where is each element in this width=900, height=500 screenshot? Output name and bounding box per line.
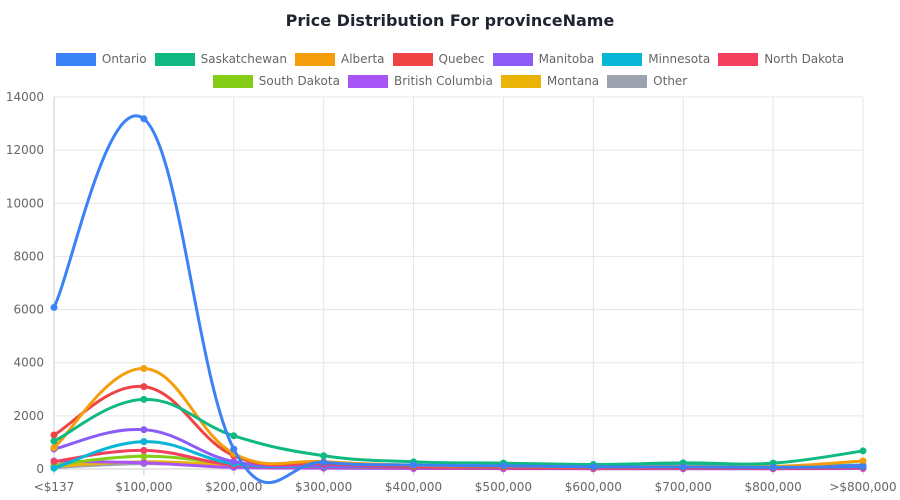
legend-item[interactable]: British Columbia (347, 72, 493, 90)
x-tick-label: $800,000 (744, 480, 801, 494)
data-point (140, 446, 148, 454)
data-point (140, 395, 148, 403)
series-line (52, 367, 864, 469)
legend-swatch (212, 74, 253, 88)
legend-item[interactable]: Minnesota (602, 50, 710, 68)
legend-swatch (347, 74, 388, 88)
legend-item[interactable]: South Dakota (212, 72, 340, 90)
legend-swatch (718, 52, 759, 66)
legend: South Dakota British Columbia Montana Other (0, 72, 900, 90)
data-point (140, 115, 148, 123)
x-tick-label: $600,000 (565, 480, 622, 494)
data-point (859, 463, 867, 471)
legend-swatch (392, 52, 433, 66)
data-point (140, 459, 148, 467)
legend-swatch (602, 52, 643, 66)
legend-label: Montana (546, 74, 600, 88)
data-point (320, 452, 328, 460)
y-tick-label: 2000 (13, 409, 44, 423)
data-point (679, 463, 687, 471)
x-tick-label: $300,000 (295, 480, 352, 494)
y-tick-label: 0 (36, 462, 44, 476)
legend-label: Saskatchewan (200, 52, 287, 66)
data-point (50, 444, 58, 452)
data-point (230, 445, 238, 453)
x-tick-label: <$137 (34, 480, 75, 494)
legend-item[interactable]: Other (607, 72, 687, 90)
x-tick-label: $700,000 (655, 480, 712, 494)
legend-swatch (500, 74, 541, 88)
data-point (140, 438, 148, 446)
y-tick-label: 6000 (13, 303, 44, 317)
data-point (320, 458, 328, 466)
data-point (50, 431, 58, 439)
legend-item[interactable]: North Dakota (718, 50, 844, 68)
data-point (769, 463, 777, 471)
legend-label: Other (653, 74, 688, 88)
legend-swatch (492, 52, 533, 66)
data-point (50, 437, 58, 445)
data-point (230, 432, 238, 440)
y-tick-label: 8000 (13, 249, 44, 263)
legend-label: North Dakota (764, 52, 845, 66)
x-tick-label: >$800,000 (829, 480, 896, 494)
y-tick-label: 4000 (13, 356, 44, 370)
legend-item[interactable]: Quebec (392, 50, 485, 68)
data-point (140, 452, 148, 460)
legend-label: Ontario (101, 52, 147, 66)
series-line (53, 397, 864, 466)
data-point (140, 383, 148, 391)
legend-label: South Dakota (258, 74, 340, 88)
data-point (589, 463, 597, 471)
data-point (50, 303, 58, 311)
legend-label: British Columbia (393, 74, 493, 88)
chart-title: Price Distribution For provinceName (285, 11, 615, 30)
x-tick-label: $500,000 (475, 480, 532, 494)
legend-swatch (55, 52, 96, 66)
legend: Ontario Saskatchewan Alberta Quebec Manitoba… (0, 50, 900, 68)
legend-swatch (154, 52, 195, 66)
y-tick-label: 14000 (6, 90, 44, 104)
legend-item[interactable]: Alberta (295, 50, 385, 68)
legend-label: Quebec (438, 52, 485, 66)
data-point (230, 458, 238, 466)
legend-label: Alberta (341, 52, 385, 66)
x-tick-label: $400,000 (385, 480, 442, 494)
legend-label: Manitoba (538, 52, 595, 66)
legend-item[interactable]: Ontario (55, 50, 147, 68)
x-tick-label: $100,000 (115, 480, 172, 494)
data-point (140, 365, 148, 373)
legend-item[interactable]: Manitoba (492, 50, 595, 68)
data-point (859, 447, 867, 455)
series-line (52, 114, 864, 485)
y-tick-label: 12000 (6, 143, 44, 157)
legend-label: Minnesota (648, 52, 711, 66)
legend-swatch (295, 52, 335, 66)
x-tick-label: $200,000 (205, 480, 262, 494)
legend-item[interactable]: Saskatchewan (154, 50, 287, 68)
data-point (499, 462, 507, 470)
legend-item[interactable]: Montana (500, 72, 600, 90)
data-point (50, 464, 58, 472)
data-point (410, 461, 418, 469)
data-point (50, 458, 58, 466)
data-point (859, 457, 867, 465)
y-tick-label: 10000 (6, 196, 44, 210)
series-line (53, 385, 864, 470)
data-point (140, 426, 148, 434)
legend-swatch (607, 74, 648, 88)
